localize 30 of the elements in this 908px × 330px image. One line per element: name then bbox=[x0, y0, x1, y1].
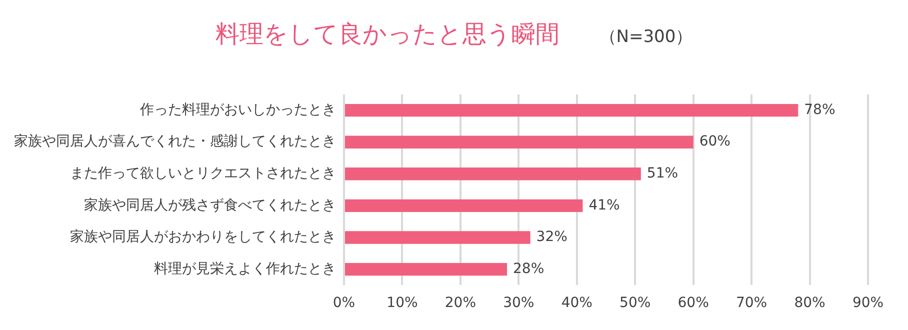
data-label: 51% bbox=[646, 166, 678, 182]
y-tick-label: また作って欲しいとリクエストされたとき bbox=[70, 166, 336, 182]
y-tick-label: 家族や同居人が残さず食べてくれたとき bbox=[84, 197, 336, 214]
data-label: 41% bbox=[588, 197, 620, 214]
x-tick-label: 80% bbox=[794, 295, 826, 312]
y-tick-label: 家族や同居人が喜んでくれた・感謝してくれたとき bbox=[14, 134, 336, 150]
bar bbox=[345, 168, 641, 180]
data-label: 32% bbox=[536, 229, 568, 246]
chart-subtitle: （N=300） bbox=[599, 27, 693, 47]
data-label: 78% bbox=[804, 102, 836, 118]
x-tick-label: 30% bbox=[503, 295, 534, 312]
bar bbox=[345, 199, 583, 212]
x-tick-label: 20% bbox=[444, 295, 476, 312]
y-tick-label: 料理が見栄えよく作れたとき bbox=[154, 260, 336, 277]
bar bbox=[345, 231, 530, 244]
x-tick-label: 50% bbox=[620, 295, 651, 312]
x-tick-label: 40% bbox=[561, 295, 592, 312]
x-tick-label: 90% bbox=[852, 295, 884, 312]
bar bbox=[345, 262, 508, 276]
data-label: 28% bbox=[513, 260, 544, 277]
x-tick-label: 0% bbox=[332, 295, 356, 312]
bar bbox=[345, 136, 694, 148]
y-tick-label: 家族や同居人がおかわりをしてくれたとき bbox=[70, 229, 336, 246]
bar bbox=[345, 104, 798, 117]
chart-title: 料理をして良かったと思う瞬間 bbox=[215, 20, 560, 48]
y-tick-label: 作った料理がおいしかったとき bbox=[139, 102, 336, 118]
data-label: 60% bbox=[699, 134, 730, 150]
x-tick-label: 10% bbox=[386, 295, 418, 312]
x-tick-label: 70% bbox=[736, 295, 768, 312]
x-tick-label: 60% bbox=[678, 295, 709, 312]
